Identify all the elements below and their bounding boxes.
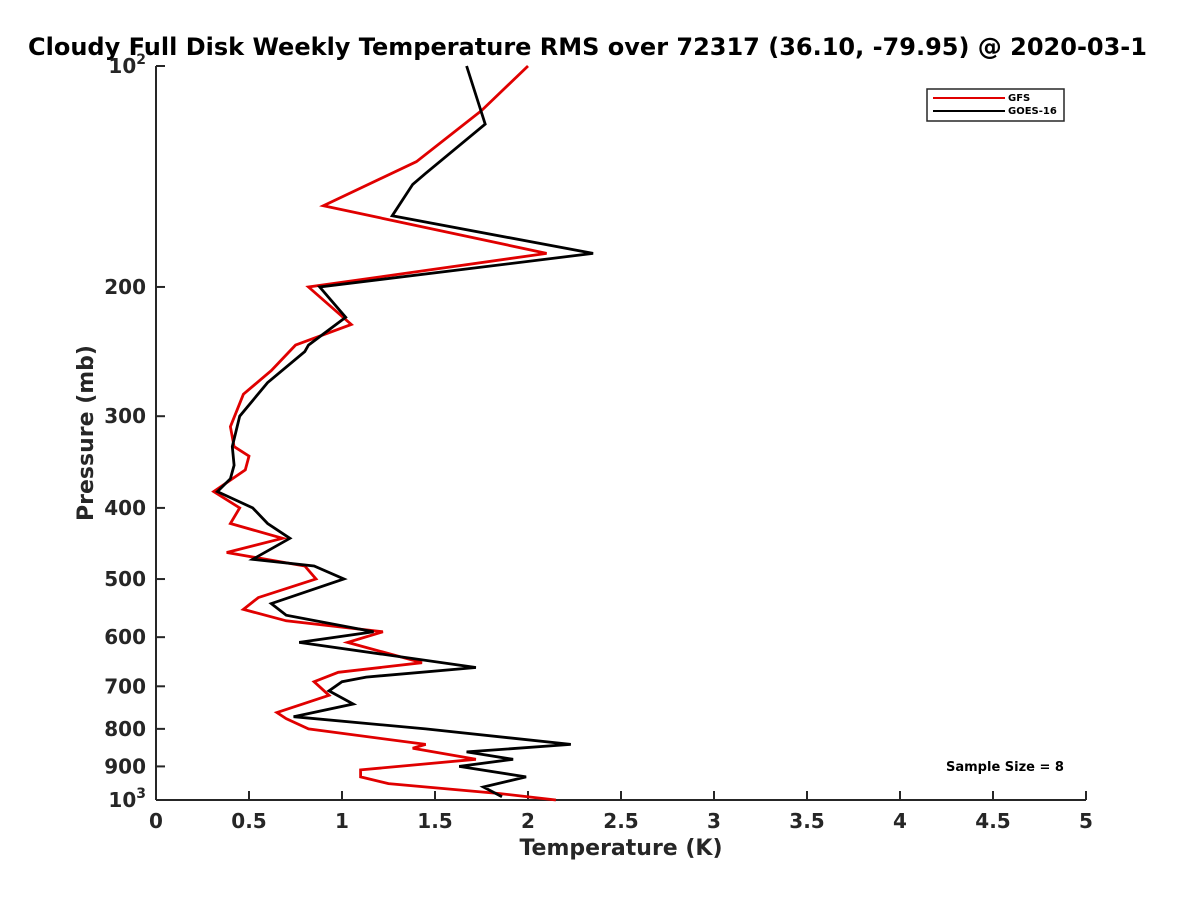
- legend-box: [926, 88, 1065, 122]
- legend: GFS GOES-16: [926, 88, 1065, 122]
- series-line-goes-16: [214, 65, 594, 799]
- y-tick-label: 900: [104, 754, 146, 778]
- y-axis-label: Pressure (mb): [74, 345, 99, 521]
- legend-label-goes16: GOES-16: [1008, 106, 1057, 117]
- sample-size-annotation: Sample Size = 8: [946, 760, 1064, 775]
- series-line-gfs: [211, 64, 557, 802]
- y-tick-label: 102: [108, 52, 146, 78]
- y-tick-label: 700: [104, 674, 146, 698]
- series-layer: [211, 64, 594, 802]
- x-tick-label: 2: [521, 809, 535, 833]
- x-tick-label: 3.5: [789, 809, 824, 833]
- y-tick-label: 600: [104, 625, 146, 649]
- y-tick-label: 103: [108, 786, 146, 812]
- chart-title: Cloudy Full Disk Weekly Temperature RMS …: [28, 33, 1147, 61]
- x-tick-label: 0: [149, 809, 163, 833]
- plot-axes: [155, 66, 1086, 801]
- y-tick-label: 400: [104, 496, 146, 520]
- x-tick-label: 4.5: [975, 809, 1010, 833]
- y-tick-label: 300: [104, 404, 146, 428]
- y-axis-ticks: 102 200 300 400 500 600 700 800 900 103: [104, 52, 165, 812]
- y-tick-label: 200: [104, 275, 146, 299]
- x-axis-ticks: 0 0.5 1 1.5 2 2.5 3 3.5 4 4.5 5: [149, 791, 1093, 833]
- x-tick-label: 3: [707, 809, 721, 833]
- x-tick-label: 1: [335, 809, 349, 833]
- x-tick-label: 2.5: [603, 809, 638, 833]
- x-tick-label: 4: [893, 809, 907, 833]
- x-axis-label: Temperature (K): [519, 836, 722, 861]
- x-tick-label: 1.5: [417, 809, 452, 833]
- y-tick-label: 800: [104, 717, 146, 741]
- legend-label-gfs: GFS: [1008, 93, 1030, 104]
- x-tick-label: 5: [1079, 809, 1093, 833]
- y-tick-label: 500: [104, 567, 146, 591]
- x-tick-label: 0.5: [231, 809, 266, 833]
